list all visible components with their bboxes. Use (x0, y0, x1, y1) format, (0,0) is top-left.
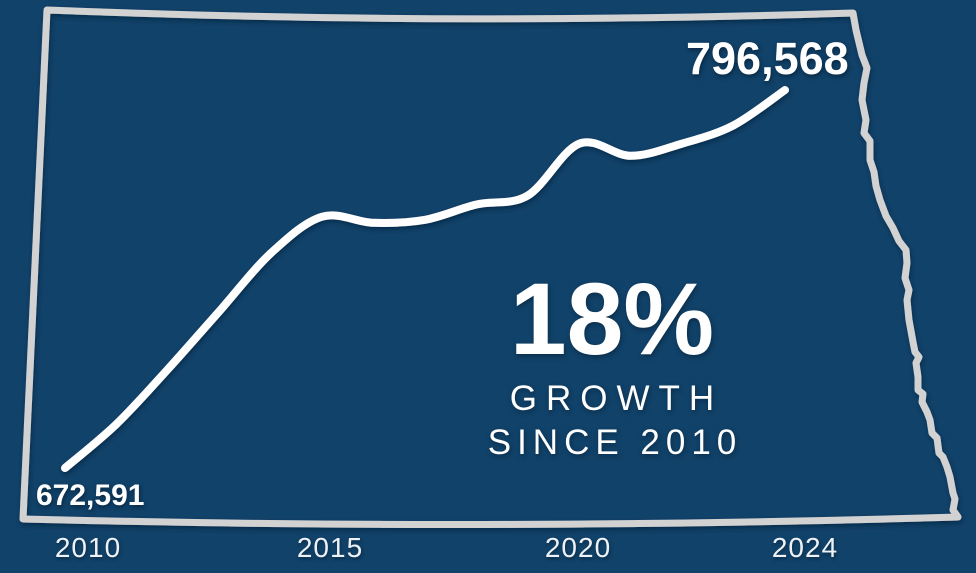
growth-word-text: GROWTH (509, 378, 724, 418)
population-trend-line (61, 86, 789, 472)
start-value-label: 672,591 (36, 479, 145, 512)
growth-percent-text: 18% (509, 262, 715, 376)
end-value-label: 796,568 (686, 33, 849, 84)
growth-annotation: 18% GROWTH SINCE 2010 (482, 262, 743, 464)
north-dakota-outline (19, 6, 962, 529)
growth-since-text: SINCE 2010 (487, 422, 743, 462)
